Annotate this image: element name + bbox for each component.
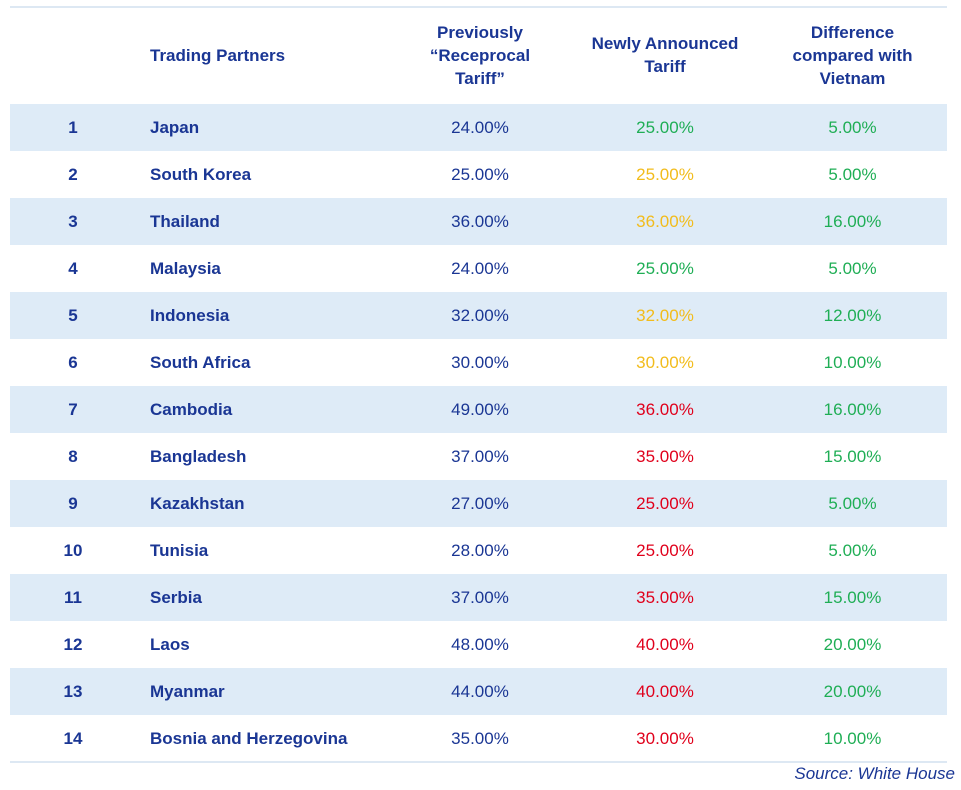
new-tariff: 25.00% bbox=[636, 164, 694, 184]
top-divider bbox=[10, 6, 947, 8]
previous-tariff: 24.00% bbox=[451, 117, 509, 137]
header-previous-tariff: Previously “Receprocal Tariff” bbox=[429, 22, 531, 88]
table-row: 13 Myanmar 44.00% 40.00% 20.00% bbox=[10, 668, 947, 715]
row-index: 11 bbox=[64, 587, 82, 607]
difference: 12.00% bbox=[823, 305, 882, 325]
table-header: Trading Partners Previously “Receprocal … bbox=[10, 8, 947, 102]
row-index: 4 bbox=[68, 258, 78, 278]
difference: 10.00% bbox=[823, 352, 882, 372]
table-row: 6 South Africa 30.00% 30.00% 10.00% bbox=[10, 339, 947, 386]
table-row: 5 Indonesia 32.00% 32.00% 12.00% bbox=[10, 292, 947, 339]
new-tariff: 40.00% bbox=[636, 634, 694, 654]
new-tariff: 25.00% bbox=[636, 493, 694, 513]
difference: 15.00% bbox=[823, 587, 882, 607]
partner-name: Indonesia bbox=[150, 305, 230, 325]
table-body: 1 Japan 24.00% 25.00% 5.00% 2 South Kore… bbox=[10, 104, 947, 762]
difference: 5.00% bbox=[828, 540, 877, 560]
table-row: 12 Laos 48.00% 40.00% 20.00% bbox=[10, 621, 947, 668]
partner-name: Laos bbox=[150, 634, 190, 654]
table-row: 7 Cambodia 49.00% 36.00% 16.00% bbox=[10, 386, 947, 433]
difference: 5.00% bbox=[828, 117, 877, 137]
row-index: 2 bbox=[68, 164, 78, 184]
partner-name: South Korea bbox=[150, 164, 252, 184]
table-row: 8 Bangladesh 37.00% 35.00% 15.00% bbox=[10, 433, 947, 480]
new-tariff: 30.00% bbox=[636, 352, 694, 372]
table-row: 10 Tunisia 28.00% 25.00% 5.00% bbox=[10, 527, 947, 574]
partner-name: Serbia bbox=[150, 587, 202, 607]
row-index: 14 bbox=[63, 728, 83, 748]
row-index: 12 bbox=[63, 634, 83, 654]
partner-name: Japan bbox=[150, 117, 200, 137]
new-tariff: 30.00% bbox=[636, 728, 694, 748]
row-index: 9 bbox=[68, 493, 78, 513]
table-row: 9 Kazakhstan 27.00% 25.00% 5.00% bbox=[10, 480, 947, 527]
previous-tariff: 48.00% bbox=[451, 634, 509, 654]
difference: 5.00% bbox=[828, 164, 877, 184]
partner-name: Thailand bbox=[150, 211, 220, 231]
header-new-tariff: Newly Announced Tariff bbox=[591, 34, 739, 76]
previous-tariff: 27.00% bbox=[451, 493, 509, 513]
row-index: 8 bbox=[68, 446, 78, 466]
difference: 5.00% bbox=[828, 258, 877, 278]
previous-tariff: 25.00% bbox=[451, 164, 509, 184]
table-row: 11 Serbia 37.00% 35.00% 15.00% bbox=[10, 574, 947, 621]
partner-name: Malaysia bbox=[150, 258, 221, 278]
previous-tariff: 32.00% bbox=[451, 305, 509, 325]
new-tariff: 36.00% bbox=[636, 399, 694, 419]
difference: 15.00% bbox=[823, 446, 882, 466]
previous-tariff: 37.00% bbox=[451, 446, 509, 466]
previous-tariff: 28.00% bbox=[451, 540, 509, 560]
new-tariff: 35.00% bbox=[636, 446, 694, 466]
previous-tariff: 49.00% bbox=[451, 399, 509, 419]
partner-name: Cambodia bbox=[150, 399, 233, 419]
new-tariff: 25.00% bbox=[636, 540, 694, 560]
partner-name: South Africa bbox=[150, 352, 251, 372]
previous-tariff: 24.00% bbox=[451, 258, 509, 278]
partner-name: Bosnia and Herzegovina bbox=[150, 728, 348, 748]
row-index: 10 bbox=[63, 540, 83, 560]
row-index: 13 bbox=[63, 681, 83, 701]
difference: 20.00% bbox=[823, 681, 882, 701]
previous-tariff: 35.00% bbox=[451, 728, 509, 748]
difference: 16.00% bbox=[823, 399, 882, 419]
partner-name: Tunisia bbox=[150, 540, 209, 560]
partner-name: Bangladesh bbox=[150, 446, 247, 466]
header-difference: Difference compared with Vietnam bbox=[792, 22, 913, 88]
partner-name: Myanmar bbox=[150, 681, 225, 701]
table-row: 14 Bosnia and Herzegovina 35.00% 30.00% … bbox=[10, 715, 947, 762]
difference: 20.00% bbox=[823, 634, 882, 654]
table-row: 3 Thailand 36.00% 36.00% 16.00% bbox=[10, 198, 947, 245]
new-tariff: 25.00% bbox=[636, 258, 694, 278]
difference: 10.00% bbox=[823, 728, 882, 748]
new-tariff: 35.00% bbox=[636, 587, 694, 607]
bottom-divider bbox=[10, 761, 947, 763]
row-index: 7 bbox=[68, 399, 78, 419]
previous-tariff: 44.00% bbox=[451, 681, 509, 701]
previous-tariff: 36.00% bbox=[451, 211, 509, 231]
new-tariff: 32.00% bbox=[636, 305, 694, 325]
new-tariff: 25.00% bbox=[636, 117, 694, 137]
row-index: 1 bbox=[68, 117, 78, 137]
previous-tariff: 30.00% bbox=[451, 352, 509, 372]
table-row: 2 South Korea 25.00% 25.00% 5.00% bbox=[10, 151, 947, 198]
row-index: 5 bbox=[68, 305, 78, 325]
table-row: 1 Japan 24.00% 25.00% 5.00% bbox=[10, 104, 947, 151]
new-tariff: 36.00% bbox=[636, 211, 694, 231]
previous-tariff: 37.00% bbox=[451, 587, 509, 607]
new-tariff: 40.00% bbox=[636, 681, 694, 701]
row-index: 3 bbox=[68, 211, 78, 231]
table-row: 4 Malaysia 24.00% 25.00% 5.00% bbox=[10, 245, 947, 292]
partner-name: Kazakhstan bbox=[150, 493, 245, 513]
source-caption: Source: White House bbox=[794, 764, 955, 783]
difference: 16.00% bbox=[823, 211, 882, 231]
difference: 5.00% bbox=[828, 493, 877, 513]
header-trading-partners: Trading Partners bbox=[150, 45, 286, 65]
row-index: 6 bbox=[68, 352, 78, 372]
